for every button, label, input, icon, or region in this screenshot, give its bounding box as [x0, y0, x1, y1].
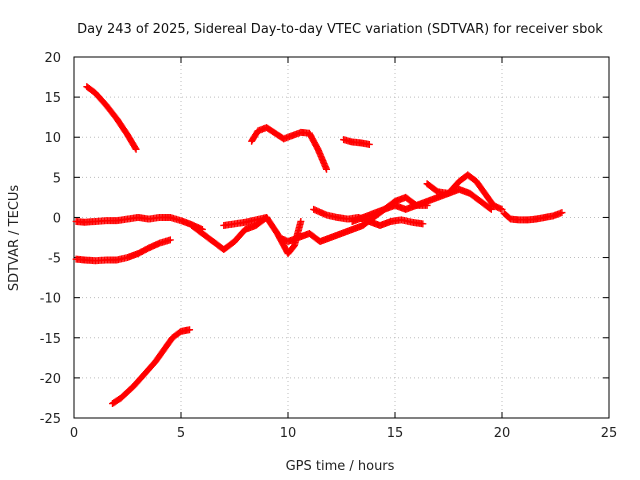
data-point — [186, 326, 194, 334]
y-axis-label: SDTVAR / TECUs — [7, 185, 22, 292]
x-tick-label: 15 — [387, 426, 404, 441]
y-tick-label: -10 — [40, 292, 61, 307]
series-seg-a — [72, 213, 206, 233]
plot-frame — [73, 56, 610, 419]
y-tick-label: -25 — [40, 412, 61, 427]
data-point — [558, 209, 566, 217]
data-point — [487, 205, 495, 213]
x-tick-label: 5 — [177, 426, 185, 441]
series-seg-j — [340, 136, 373, 148]
y-tick-label: 0 — [53, 211, 61, 226]
data-point — [486, 205, 494, 213]
data-point — [323, 165, 331, 173]
series-seg-e — [188, 213, 305, 258]
axis-ticks — [73, 56, 610, 419]
data-point — [263, 213, 271, 221]
chart-title: Day 243 of 2025, Sidereal Day-to-day VTE… — [77, 22, 603, 37]
y-tick-label: -15 — [40, 332, 61, 347]
y-tick-label: 10 — [44, 131, 61, 146]
data-point — [365, 140, 373, 148]
grid-lines — [74, 57, 609, 418]
data-point — [419, 220, 427, 228]
series-seg-l — [423, 171, 506, 213]
data-point — [131, 144, 139, 152]
y-tick-labels: 20 15 10 5 0 -5 -10 -15 -20 -25 — [40, 51, 61, 427]
data-point — [166, 236, 174, 244]
x-tick-label: 20 — [494, 426, 511, 441]
series-seg-b — [72, 236, 174, 265]
series-seg-m — [500, 209, 566, 224]
x-tick-label: 0 — [70, 426, 78, 441]
y-tick-label: 20 — [44, 51, 61, 66]
x-axis-label: GPS time / hours — [286, 459, 395, 474]
y-tick-label: 5 — [53, 171, 61, 186]
data-point — [297, 217, 305, 225]
y-tick-label: 15 — [44, 91, 61, 106]
series-seg-d — [109, 326, 194, 408]
series-seg-g — [248, 124, 331, 173]
y-tick-label: -5 — [48, 252, 61, 267]
x-tick-label: 10 — [280, 426, 297, 441]
series-seg-f — [220, 213, 271, 229]
x-tick-label: 25 — [601, 426, 618, 441]
y-tick-label: -20 — [40, 372, 61, 387]
series-seg-c — [83, 83, 140, 153]
x-tick-labels: 0 5 10 15 20 25 — [70, 426, 617, 441]
data-point — [498, 205, 506, 213]
data-point — [132, 145, 140, 153]
data-points — [72, 83, 566, 408]
series-seg-i — [310, 205, 427, 229]
